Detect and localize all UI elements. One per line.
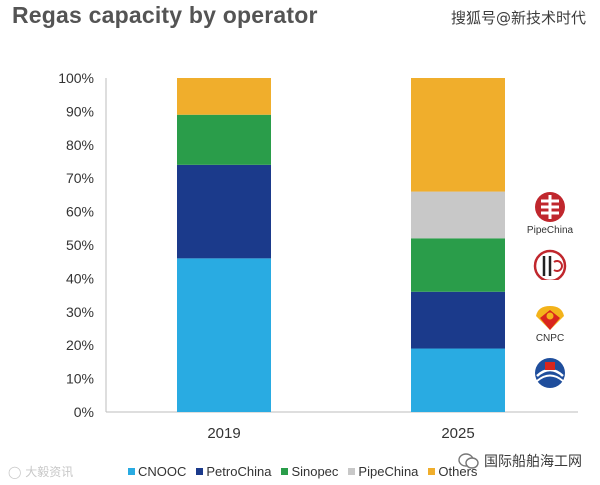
y-tick-label: 40% — [66, 270, 94, 286]
y-tick-label: 0% — [74, 404, 94, 420]
y-tick-label: 50% — [66, 237, 94, 253]
legend: CNOOC PetroChina Sinopec PipeChina Others — [128, 464, 477, 479]
legend-label: CNOOC — [138, 464, 187, 479]
legend-label: Others — [438, 464, 478, 479]
pipechina-logo: PipeChina — [522, 190, 578, 236]
bar-pipechina-2025 — [411, 191, 505, 239]
x-tick-label: 2019 — [207, 425, 240, 442]
watermark-bottom-left: ◯ 大毅资讯 — [8, 463, 73, 480]
bar-others-2019 — [177, 78, 271, 115]
legend-item-cnooc: CNOOC — [128, 464, 186, 479]
legend-label: PipeChina — [358, 464, 419, 479]
cnooc-logo — [522, 356, 578, 390]
y-tick-label: 60% — [66, 204, 94, 220]
pipechina-icon — [535, 192, 565, 222]
watermark-top-right: 搜狐号@新技术时代 — [450, 9, 586, 27]
legend-swatch — [128, 468, 135, 475]
bar-sinopec-2019 — [177, 114, 271, 165]
y-tick-label: 20% — [66, 337, 94, 353]
legend-item-others: Others — [428, 464, 477, 479]
watermark-bottom-right: 国际船舶海工网 — [458, 451, 582, 471]
bar-cnooc-2025 — [411, 348, 505, 412]
bar-sinopec-2025 — [411, 238, 505, 292]
legend-swatch — [196, 468, 204, 475]
legend-item-petrochina: PetroChina — [196, 464, 271, 479]
cnpc-logo: CNPC — [522, 302, 578, 344]
x-tick-label: 2025 — [441, 425, 474, 442]
pipechina-logo-label: PipeChina — [526, 225, 574, 236]
bar-petrochina-2019 — [177, 164, 271, 259]
cnpc-icon — [536, 306, 564, 330]
watermark-bottom-left-text: 大毅资讯 — [25, 465, 74, 479]
chart-title: Regas capacity by operator — [12, 2, 318, 28]
watermark-bottom-right-text: 国际船舶海工网 — [484, 454, 582, 470]
y-tick-label: 90% — [66, 103, 94, 119]
y-tick-label: 10% — [66, 371, 94, 387]
legend-label: Sinopec — [291, 464, 339, 479]
cnpc-logo-label: CNPC — [535, 333, 565, 344]
weibo-icon: ◯ — [8, 465, 22, 479]
cnooc-icon — [535, 358, 565, 388]
sinopec-icon — [533, 249, 567, 286]
legend-swatch — [281, 468, 289, 475]
y-tick-label: 80% — [66, 137, 94, 153]
wechat-icon — [458, 453, 479, 469]
y-tick-label: 30% — [66, 304, 94, 320]
y-tick-label: 70% — [66, 170, 94, 186]
legend-swatch — [428, 468, 436, 475]
bar-others-2025 — [411, 78, 505, 192]
bar-petrochina-2025 — [411, 291, 505, 349]
bar-cnooc-2019 — [177, 258, 271, 412]
legend-item-pipechina: PipeChina — [348, 464, 418, 479]
sinopec-logo — [522, 248, 578, 288]
legend-item-sinopec: Sinopec — [281, 464, 338, 479]
legend-swatch — [348, 468, 356, 475]
legend-label: PetroChina — [206, 464, 272, 479]
y-tick-label: 100% — [58, 70, 94, 86]
